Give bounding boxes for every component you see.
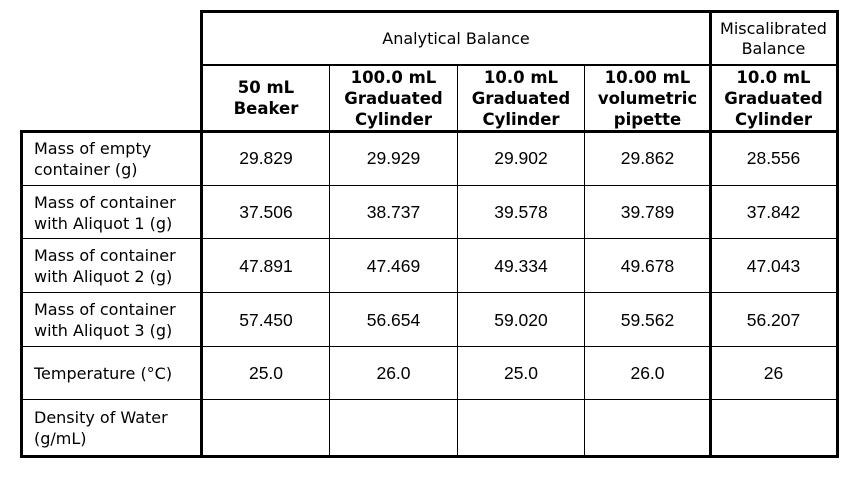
- row-label-mass-aliquot-1: Mass of container with Aliquot 1 (g): [34, 192, 176, 233]
- table-cell: 29.862: [620, 148, 675, 168]
- row-label-temperature: Temperature (°C): [34, 364, 173, 383]
- column-header-100ml-graduated-cylinder: 100.0 mL Graduated Cylinder: [344, 67, 443, 129]
- table-cell: [202, 400, 330, 456]
- table-cell: 56.207: [746, 309, 801, 330]
- column-header-50ml-beaker: 50 mL Beaker: [233, 78, 299, 118]
- group-header-analytical-balance: Analytical Balance: [382, 28, 530, 48]
- table-cell: [585, 400, 710, 456]
- table-cell: 25.0: [503, 363, 539, 383]
- table-cell: 57.450: [239, 309, 293, 330]
- table-cell: 39.578: [494, 202, 548, 222]
- table-divider: [709, 10, 712, 458]
- table-cell: 26.0: [630, 363, 665, 383]
- table-divider: [20, 399, 839, 400]
- table-divider: [200, 64, 839, 66]
- table-cell: 38.737: [366, 202, 421, 222]
- table-cell: 59.562: [620, 309, 675, 330]
- group-header-miscalibrated-balance: Miscalibrated Balance: [720, 18, 827, 58]
- table-cell: 56.654: [366, 309, 421, 330]
- column-header-10ml-graduated-cylinder-miscalibrated: 10.0 mL Graduated Cylinder: [724, 67, 823, 129]
- table-cell: [330, 400, 457, 456]
- table-cell: 49.678: [620, 255, 675, 276]
- table-cell: 47.043: [746, 255, 801, 276]
- table-cell: 29.902: [494, 148, 548, 168]
- table-cell: [710, 400, 837, 456]
- table-cell: 28.556: [746, 148, 801, 168]
- table-cell: [457, 400, 585, 456]
- table-border: [836, 10, 839, 458]
- column-header-10ml-volumetric-pipette: 10.00 mL volumetric pipette: [597, 67, 698, 129]
- table-cell: 47.469: [366, 255, 421, 276]
- table-divider: [20, 185, 839, 186]
- table-cell: 25.0: [248, 363, 284, 383]
- table-divider: [200, 10, 203, 458]
- table-border: [200, 10, 839, 13]
- table-cell: 26: [763, 363, 784, 383]
- table-divider: [457, 65, 458, 456]
- table-divider: [584, 65, 585, 456]
- table-cell: 29.929: [366, 148, 421, 168]
- table-divider: [20, 130, 839, 133]
- row-label-density-of-water: Density of Water (g/mL): [34, 408, 168, 448]
- table-cell: 29.829: [239, 148, 293, 168]
- table-divider: [20, 292, 839, 293]
- table-cell: 59.020: [494, 309, 548, 330]
- table-cell: 39.789: [620, 202, 675, 222]
- table-divider: [20, 238, 839, 239]
- row-label-mass-aliquot-3: Mass of container with Aliquot 3 (g): [34, 300, 176, 340]
- table-border: [20, 130, 23, 458]
- row-label-mass-empty-container: Mass of empty container (g): [34, 138, 152, 179]
- table-cell: 26.0: [376, 363, 411, 383]
- table-cell: 37.842: [746, 202, 801, 222]
- column-header-10ml-graduated-cylinder: 10.0 mL Graduated Cylinder: [471, 67, 571, 129]
- table-cell: 47.891: [239, 255, 293, 276]
- table-cell: 37.506: [239, 202, 293, 222]
- table-border: [20, 455, 839, 458]
- row-label-mass-aliquot-2: Mass of container with Aliquot 2 (g): [34, 246, 176, 286]
- table-divider: [20, 346, 839, 347]
- table-divider: [329, 65, 330, 456]
- table-cell: 49.334: [494, 255, 548, 276]
